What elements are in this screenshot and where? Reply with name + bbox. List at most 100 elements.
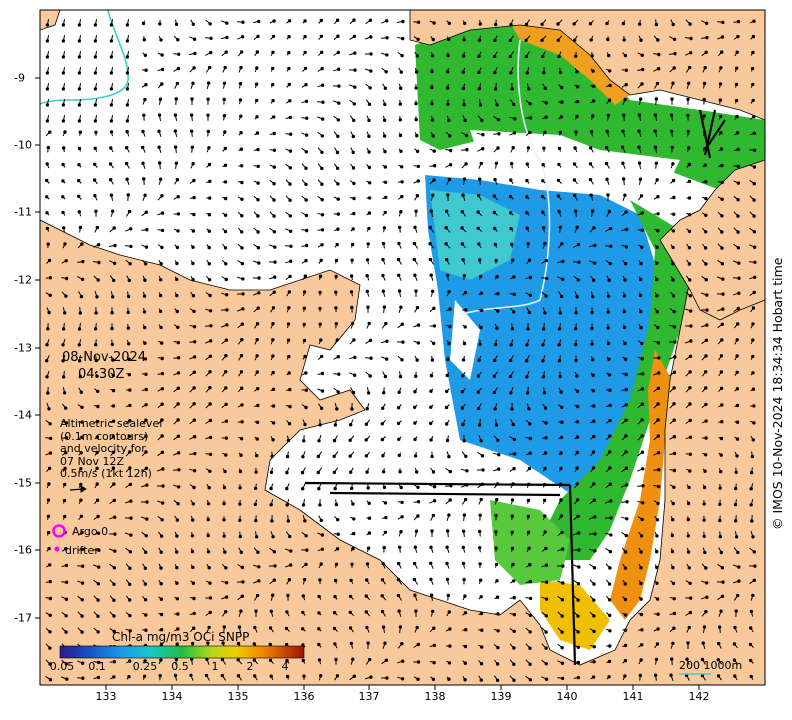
velocity-arrow-head — [609, 451, 611, 453]
velocity-arrow-head — [654, 114, 656, 116]
velocity-arrow-head — [242, 581, 244, 583]
velocity-arrow-head — [575, 359, 577, 361]
velocity-arrow-head — [350, 579, 352, 581]
velocity-arrow-head — [80, 499, 82, 501]
velocity-arrow-head — [354, 374, 356, 376]
velocity-arrow-head — [287, 323, 289, 325]
velocity-arrow-head — [623, 178, 625, 180]
velocity-arrow-head — [400, 87, 402, 89]
velocity-arrow-head — [397, 578, 399, 580]
velocity-arrow-head — [576, 436, 578, 438]
velocity-arrow-head — [303, 307, 305, 309]
velocity-arrow-head — [446, 258, 448, 260]
velocity-arrow-head — [657, 326, 659, 328]
velocity-arrow-head — [703, 98, 705, 100]
velocity-arrow-head — [273, 166, 275, 168]
colorbar — [60, 646, 304, 658]
velocity-arrow-head — [208, 82, 210, 84]
velocity-arrow-head — [509, 359, 511, 361]
velocity-arrow-head — [62, 211, 64, 213]
velocity-arrow-head — [545, 547, 547, 549]
velocity-arrow-head — [112, 389, 114, 391]
velocity-arrow-head — [240, 454, 242, 456]
colorbar-tick: 4 — [282, 660, 289, 673]
velocity-arrow-head — [334, 595, 336, 597]
velocity-arrow-head — [703, 626, 705, 628]
velocity-arrow-head — [733, 643, 735, 645]
velocity-arrow-head — [609, 262, 611, 264]
velocity-arrow-head — [578, 549, 580, 551]
velocity-arrow-head — [270, 487, 272, 489]
velocity-arrow-head — [673, 452, 675, 454]
velocity-arrow-head — [194, 452, 196, 454]
velocity-arrow-head — [752, 307, 754, 309]
velocity-arrow-head — [481, 119, 483, 121]
lon-tick: 133 — [96, 690, 117, 703]
velocity-arrow-head — [656, 311, 658, 313]
velocity-arrow-head — [687, 551, 689, 553]
velocity-arrow-head — [526, 376, 528, 378]
velocity-arrow-head — [239, 535, 241, 537]
velocity-arrow-head — [513, 613, 515, 615]
velocity-arrow-head — [672, 230, 674, 232]
velocity-arrow-head — [161, 195, 163, 197]
velocity-arrow-head — [607, 38, 609, 40]
velocity-arrow-head — [735, 83, 737, 85]
lon-tick: 141 — [623, 690, 644, 703]
velocity-arrow-head — [304, 35, 306, 37]
velocity-arrow-head — [414, 422, 416, 424]
velocity-arrow-head — [622, 162, 624, 164]
velocity-arrow-head — [623, 295, 625, 297]
velocity-arrow-head — [209, 180, 211, 182]
velocity-arrow-head — [592, 451, 594, 453]
velocity-arrow-head — [737, 247, 739, 249]
velocity-arrow-head — [126, 130, 128, 132]
velocity-arrow-head — [511, 531, 513, 533]
velocity-arrow-head — [462, 259, 464, 261]
velocity-arrow-head — [144, 583, 146, 585]
velocity-arrow-head — [529, 631, 531, 633]
velocity-arrow-head — [145, 263, 147, 265]
velocity-arrow-head — [577, 583, 579, 585]
velocity-arrow-head — [46, 40, 48, 42]
velocity-arrow-head — [432, 38, 434, 40]
velocity-arrow-head — [623, 326, 625, 328]
velocity-arrow-head — [382, 290, 384, 292]
velocity-arrow-head — [258, 20, 260, 22]
velocity-arrow-head — [349, 611, 351, 613]
velocity-arrow-head — [657, 419, 659, 421]
velocity-arrow-head — [143, 311, 145, 313]
velocity-arrow-head — [242, 293, 244, 295]
velocity-arrow-head — [448, 178, 450, 180]
velocity-arrow-head — [719, 487, 721, 489]
velocity-arrow-head — [657, 628, 659, 630]
velocity-arrow-head — [753, 183, 755, 185]
velocity-arrow-head — [321, 548, 323, 550]
velocity-arrow-head — [272, 594, 274, 596]
velocity-arrow-head — [687, 518, 689, 520]
velocity-arrow-head — [397, 407, 399, 409]
velocity-arrow-head — [78, 56, 80, 58]
velocity-arrow-head — [97, 390, 99, 392]
velocity-arrow-head — [447, 358, 449, 360]
velocity-arrow-head — [610, 534, 612, 536]
velocity-arrow-head — [626, 484, 628, 486]
velocity-arrow-head — [641, 403, 643, 405]
velocity-arrow-head — [752, 35, 754, 37]
velocity-arrow-head — [93, 179, 95, 181]
velocity-arrow-head — [737, 594, 739, 596]
velocity-arrow-head — [176, 519, 178, 521]
velocity-arrow-head — [752, 372, 754, 374]
velocity-arrow-head — [624, 583, 626, 585]
velocity-arrow-head — [494, 408, 496, 410]
velocity-arrow-head — [258, 262, 260, 264]
velocity-arrow-head — [144, 279, 146, 281]
velocity-arrow-head — [609, 645, 611, 647]
velocity-arrow-head — [558, 147, 560, 149]
velocity-arrow-head — [657, 435, 659, 437]
velocity-arrow-head — [463, 440, 465, 442]
lat-tick: -13 — [14, 342, 32, 355]
velocity-arrow-head — [511, 547, 513, 549]
velocity-arrow-head — [256, 116, 258, 118]
velocity-arrow-head — [673, 310, 675, 312]
